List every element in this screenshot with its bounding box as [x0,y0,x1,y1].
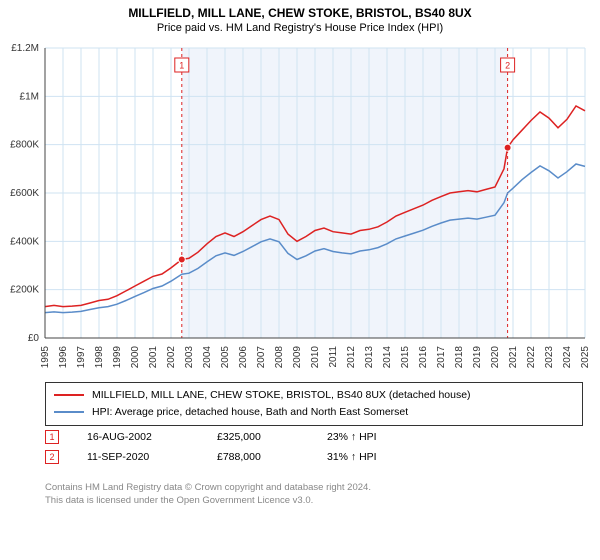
legend-item-1: MILLFIELD, MILL LANE, CHEW STOKE, BRISTO… [54,387,574,404]
chart-subtitle: Price paid vs. HM Land Registry's House … [0,20,600,38]
svg-text:1998: 1998 [94,346,105,369]
svg-text:1997: 1997 [76,346,87,369]
legend-box: MILLFIELD, MILL LANE, CHEW STOKE, BRISTO… [45,382,583,426]
marker-price-2: £788,000 [217,451,327,463]
chart-title: MILLFIELD, MILL LANE, CHEW STOKE, BRISTO… [0,0,600,20]
svg-text:2012: 2012 [346,346,357,369]
svg-text:1996: 1996 [58,346,69,369]
svg-text:2004: 2004 [202,346,213,369]
svg-text:£0: £0 [28,333,40,344]
svg-text:£1.2M: £1.2M [11,43,39,54]
svg-text:2023: 2023 [544,346,555,369]
marker-num-1: 1 [45,430,59,444]
svg-text:2022: 2022 [526,346,537,369]
svg-text:2020: 2020 [490,346,501,369]
footer-line-1: Contains HM Land Registry data © Crown c… [45,482,565,495]
marker-row-1: 1 16-AUG-2002 £325,000 23% ↑ HPI [45,430,565,444]
chart-plot-area: £0£200K£400K£600K£800K£1M£1.2M1995199619… [45,42,585,372]
marker-date-1: 16-AUG-2002 [87,431,217,443]
marker-num-2: 2 [45,450,59,464]
svg-text:2014: 2014 [382,346,393,369]
svg-text:2018: 2018 [454,346,465,369]
legend-item-2: HPI: Average price, detached house, Bath… [54,404,574,421]
svg-text:2021: 2021 [508,346,519,369]
svg-text:2011: 2011 [328,346,339,368]
svg-text:2009: 2009 [292,346,303,369]
marker-date-2: 11-SEP-2020 [87,451,217,463]
marker-rows: 1 16-AUG-2002 £325,000 23% ↑ HPI 2 11-SE… [45,430,565,470]
svg-text:£800K: £800K [10,140,39,151]
marker-pct-2: 31% ↑ HPI [327,451,407,463]
legend-label-1: MILLFIELD, MILL LANE, CHEW STOKE, BRISTO… [92,387,471,404]
svg-text:1999: 1999 [112,346,123,369]
marker-pct-1: 23% ↑ HPI [327,431,407,443]
svg-text:£1M: £1M [20,91,39,102]
svg-text:2013: 2013 [364,346,375,369]
svg-text:2017: 2017 [436,346,447,369]
svg-text:2000: 2000 [130,346,141,369]
svg-text:2007: 2007 [256,346,267,369]
legend-swatch-1 [54,394,84,396]
svg-text:1995: 1995 [40,346,51,369]
svg-text:2019: 2019 [472,346,483,369]
svg-text:2008: 2008 [274,346,285,369]
legend-swatch-2 [54,411,84,413]
svg-text:2005: 2005 [220,346,231,369]
svg-text:2010: 2010 [310,346,321,369]
svg-text:2015: 2015 [400,346,411,369]
marker-price-1: £325,000 [217,431,327,443]
svg-text:2001: 2001 [148,346,159,369]
svg-text:2: 2 [505,61,510,71]
legend-label-2: HPI: Average price, detached house, Bath… [92,404,408,421]
svg-text:2025: 2025 [580,346,591,369]
footer-line-2: This data is licensed under the Open Gov… [45,495,565,508]
marker-row-2: 2 11-SEP-2020 £788,000 31% ↑ HPI [45,450,565,464]
svg-text:£400K: £400K [10,236,39,247]
svg-text:2016: 2016 [418,346,429,369]
svg-text:2002: 2002 [166,346,177,369]
svg-text:1: 1 [179,61,184,71]
footer-text: Contains HM Land Registry data © Crown c… [45,482,565,508]
svg-text:2006: 2006 [238,346,249,369]
svg-text:2003: 2003 [184,346,195,369]
svg-text:£600K: £600K [10,188,39,199]
svg-text:£200K: £200K [10,285,39,296]
svg-text:2024: 2024 [562,346,573,369]
